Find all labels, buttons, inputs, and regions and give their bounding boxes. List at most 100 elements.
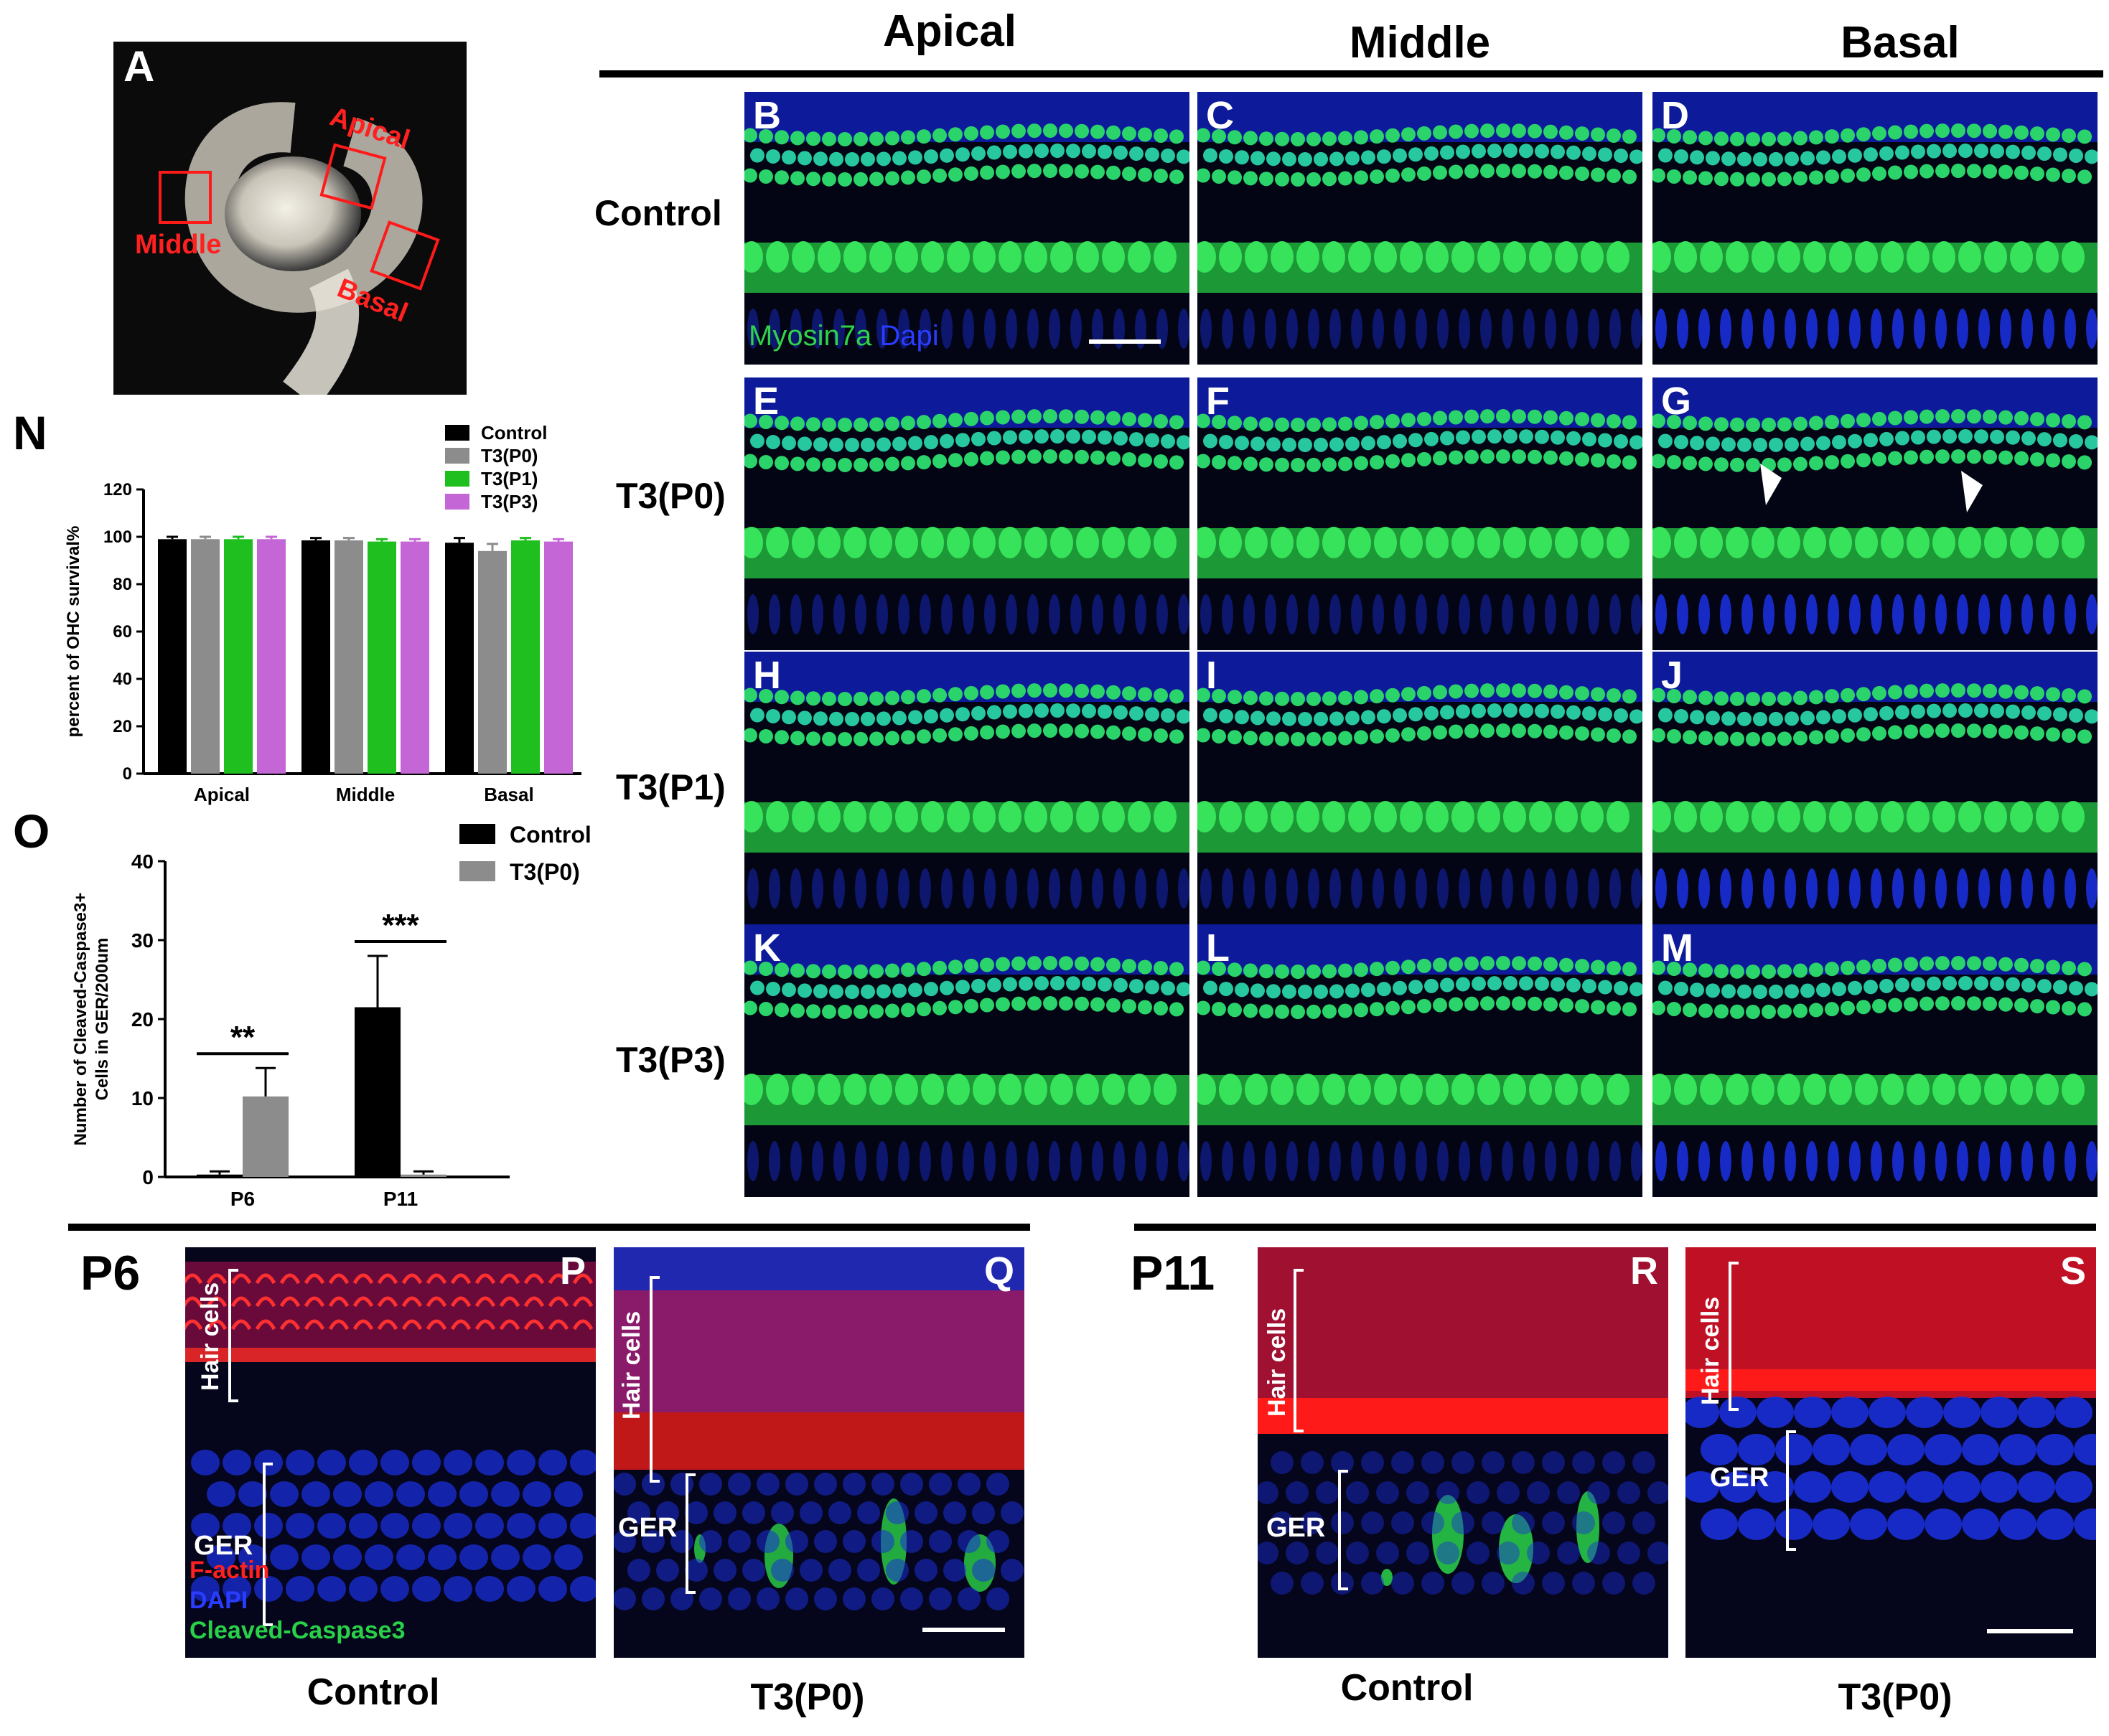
panel-q-letter: Q [983, 1249, 1014, 1292]
chart-n: 0 20 40 60 80 100 120 percent of OHC survival% A… [57, 409, 603, 811]
row-label-t3p1: T3(P1) [616, 767, 726, 807]
o-sig-label: *** [382, 908, 419, 943]
n-ytick-label: 80 [113, 575, 132, 594]
panel-p-letter: P [559, 1249, 586, 1292]
o-legend-swatch [459, 824, 495, 844]
p6-label: P6 [80, 1246, 141, 1300]
panel-r-image [1258, 1247, 1668, 1658]
n-category-label: Apical [194, 784, 250, 805]
panel-o-letter: O [13, 804, 50, 858]
panel-k-image [744, 924, 1189, 1197]
o-category-label: P11 [383, 1188, 418, 1210]
panel-a-image: A Apical Middle Basal [113, 42, 467, 395]
o-ytick-label: 0 [142, 1166, 154, 1188]
hair-cells-label-r: Hair cells [1263, 1308, 1291, 1417]
n-legend-label: T3(P0) [481, 445, 538, 466]
caption-s: T3(P0) [1838, 1676, 1953, 1718]
panel-e-image [744, 377, 1189, 650]
panel-c: C [1197, 92, 1642, 365]
row-label-control: Control [594, 193, 722, 233]
panel-i: I [1197, 652, 1642, 924]
n-ytick-label: 20 [113, 717, 132, 736]
panel-i-letter: I [1206, 654, 1217, 697]
n-legend-label: T3(P1) [481, 468, 538, 489]
panel-n-letter: N [13, 406, 47, 459]
o-ytick-label: 20 [131, 1008, 154, 1031]
header-basal: Basal [1841, 18, 1960, 67]
n-category-label: Basal [484, 784, 533, 805]
panel-b-letter: B [753, 94, 781, 137]
panel-f: F [1197, 377, 1642, 650]
n-legend-label: Control [481, 422, 547, 444]
o-legend-label: T3(P0) [510, 859, 580, 885]
ger-bracket-s [1786, 1430, 1796, 1551]
row-label-t3p0: T3(P0) [616, 476, 726, 516]
panel-j-letter: J [1661, 654, 1683, 697]
panel-e: E [744, 377, 1189, 650]
panel-f-letter: F [1206, 380, 1230, 423]
p11-label: P11 [1131, 1246, 1215, 1300]
ger-label-s: GER [1710, 1463, 1769, 1493]
hair-cells-bracket-r [1294, 1269, 1304, 1432]
arrowhead-2 [1961, 471, 1983, 512]
panel-g: G [1652, 377, 2098, 650]
n-legend-swatch [445, 494, 469, 510]
stain-legend: Myosin7a Dapi [749, 320, 939, 352]
o-bar [243, 1096, 289, 1177]
o-ylabel-line2: Cells in GER/200um [93, 938, 112, 1101]
panel-s-image [1685, 1247, 2096, 1658]
panel-q: Q Hair cells GER [614, 1247, 1024, 1658]
panel-g-letter: G [1661, 380, 1692, 423]
panel-c-image [1197, 92, 1642, 365]
panel-h-letter: H [753, 654, 781, 697]
panel-c-letter: C [1206, 94, 1234, 137]
hair-cells-bracket [228, 1269, 238, 1402]
panel-d: D [1652, 92, 2098, 365]
panel-l: L [1197, 924, 1642, 1197]
panel-p: P Hair cells GER F-actin DAPI Cleaved-Ca… [185, 1247, 596, 1658]
stain-myosin7a: Myosin7a [749, 320, 872, 352]
n-bar [257, 539, 286, 774]
n-legend-swatch [445, 471, 469, 487]
scale-bar-b [1089, 339, 1161, 344]
stain-dapi: Dapi [871, 320, 939, 352]
middle-region-label: Middle [135, 230, 222, 260]
ger-label-r: GER [1266, 1513, 1326, 1543]
hair-cells-label: Hair cells [197, 1282, 224, 1391]
panel-k: K [744, 924, 1189, 1197]
o-bar [197, 1174, 243, 1177]
n-ylabel: percent of OHC survival% [64, 526, 83, 738]
header-apical: Apical [882, 6, 1017, 56]
chart-o-svg: 0 10 20 30 40 Number of Cleaved-Caspase3+ Cell… [71, 822, 591, 1210]
n-bar [301, 540, 330, 774]
n-category-label: Middle [336, 784, 395, 805]
n-bar [335, 540, 363, 774]
ger-label-q: GER [618, 1513, 678, 1543]
panel-p-image [185, 1247, 596, 1658]
panel-b-image [744, 92, 1189, 365]
legend-factin: F-actin [190, 1557, 270, 1584]
o-legend-swatch [459, 861, 495, 881]
n-bar [158, 539, 187, 774]
n-ytick-label: 0 [123, 764, 132, 784]
n-ytick-label: 120 [103, 480, 132, 499]
panel-r: R Hair cells GER [1258, 1247, 1668, 1658]
panel-b: B Myosin7a Dapi [744, 92, 1189, 365]
o-category-label: P6 [230, 1188, 255, 1210]
n-bar [191, 539, 220, 774]
caption-r: Control [1340, 1667, 1474, 1709]
o-ytick-label: 40 [131, 850, 154, 873]
o-bar [355, 1007, 401, 1177]
panel-r-letter: R [1630, 1249, 1658, 1292]
n-legend-label: T3(P3) [481, 491, 538, 512]
header-middle: Middle [1349, 18, 1491, 67]
ger-bracket-q [686, 1473, 696, 1594]
basal-box [370, 220, 440, 291]
n-bar [544, 541, 573, 774]
o-bar [401, 1174, 446, 1177]
panel-d-letter: D [1661, 94, 1689, 137]
chart-n-svg: 0 20 40 60 80 100 120 percent of OHC survival% A… [64, 422, 581, 805]
n-bar [224, 539, 253, 774]
header-rule [599, 70, 2103, 78]
caption-q: T3(P0) [750, 1676, 865, 1718]
